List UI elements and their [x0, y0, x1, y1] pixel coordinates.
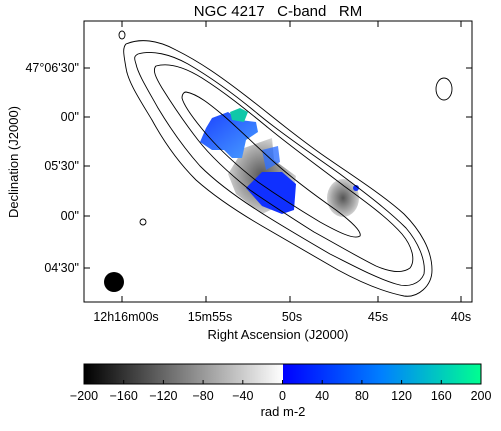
y-axis-label: Declination (J2000) — [6, 106, 21, 218]
plot-content — [104, 30, 453, 297]
x-tick-label: 50s — [282, 310, 302, 324]
colorbar-tick-label: −200 — [70, 389, 98, 403]
x-tick-label: 15m55s — [188, 310, 232, 324]
colorbar-ticks — [83, 380, 482, 384]
colorbar-tick-label: 160 — [431, 389, 452, 403]
x-axis-label: Right Ascension (J2000) — [208, 327, 349, 342]
y-tick-label: 47°06'30" — [25, 61, 79, 75]
axis-ticks — [84, 21, 472, 302]
colorbar: −200 −160 −120 −80 −40 0 40 80 120 160 200 rad m-2 — [70, 363, 492, 419]
colorbar-tick-label: 0 — [279, 389, 286, 403]
rm-patch-green-tip — [230, 108, 248, 122]
x-tick-label: 40s — [451, 310, 471, 324]
x-tick-label: 12h16m00s — [93, 310, 158, 324]
contour-outer — [123, 40, 433, 297]
x-tick-labels: 12h16m00s 15m55s 50s 45s 40s — [93, 310, 471, 324]
y-tick-labels: 47°06'30" 00" 05'30" 00" 04'30" — [25, 61, 79, 275]
beam-marker — [104, 272, 124, 292]
colorbar-tick-label: 80 — [355, 389, 369, 403]
y-tick-label: 05'30" — [44, 159, 79, 173]
y-tick-label: 04'30" — [44, 261, 79, 275]
colorbar-tick-label: 120 — [391, 389, 412, 403]
contours — [118, 30, 453, 297]
colorbar-negative — [84, 364, 283, 384]
contour-small-left — [139, 218, 147, 226]
rm-image — [200, 108, 359, 217]
colorbar-tick-label: 200 — [471, 389, 492, 403]
rm-patch-blue-mid — [262, 146, 280, 170]
y-tick-label: 00" — [61, 110, 79, 124]
colorbar-tick-label: 40 — [315, 389, 329, 403]
colorbar-tick-labels: −200 −160 −120 −80 −40 0 40 80 120 160 200 — [70, 389, 492, 403]
x-tick-label: 45s — [368, 310, 388, 324]
rm-patch-grey-right — [327, 179, 359, 217]
colorbar-positive — [283, 364, 481, 384]
contour-small-top — [118, 30, 126, 40]
colorbar-tick-label: −160 — [110, 389, 138, 403]
contour-right-isolated — [435, 77, 453, 101]
colorbar-tick-label: −40 — [232, 389, 253, 403]
colorbar-tick-label: −80 — [192, 389, 213, 403]
rm-patch-blue-upper — [200, 112, 258, 158]
y-tick-label: 00" — [61, 209, 79, 223]
rm-patch-blue-dot — [353, 185, 359, 191]
contour-3 — [153, 64, 414, 273]
colorbar-label: rad m-2 — [261, 404, 306, 419]
contour-4 — [181, 91, 361, 238]
chart-title: NGC 4217 C-band RM — [194, 3, 362, 20]
contour-2 — [134, 52, 425, 286]
colorbar-tick-label: −120 — [149, 389, 177, 403]
